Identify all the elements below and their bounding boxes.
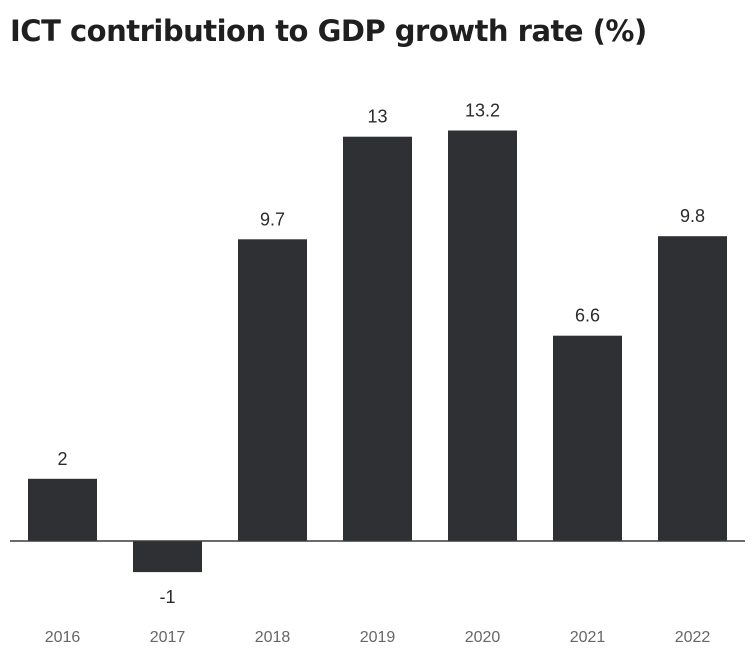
bar-2016 <box>28 478 97 541</box>
value-label-2016: 2 <box>57 449 67 469</box>
bar-2019 <box>343 136 412 541</box>
value-label-2020: 13.2 <box>465 101 500 121</box>
bar-2017 <box>133 541 202 573</box>
chart-title: ICT contribution to GDP growth rate (%) <box>10 14 647 48</box>
x-tick-label-2017: 2017 <box>150 629 186 646</box>
bar-2021 <box>553 335 622 541</box>
x-tick-label-2019: 2019 <box>360 629 396 646</box>
value-labels-group: 2 -1 9.7 13 13.2 6.6 9.8 <box>57 101 705 608</box>
bar-2020 <box>448 130 517 541</box>
x-tick-label-2020: 2020 <box>465 629 501 646</box>
x-tick-label-2022: 2022 <box>675 629 711 646</box>
bars-group <box>28 130 727 573</box>
value-label-2017: -1 <box>159 587 175 607</box>
bar-2022 <box>658 236 727 541</box>
x-axis-tick-labels: 2016 2017 2018 2019 2020 2021 2022 <box>45 629 711 646</box>
bar-2018 <box>238 239 307 542</box>
x-tick-label-2021: 2021 <box>570 629 606 646</box>
value-label-2022: 9.8 <box>680 206 705 226</box>
value-label-2021: 6.6 <box>575 306 600 326</box>
x-tick-label-2016: 2016 <box>45 629 81 646</box>
value-label-2018: 9.7 <box>260 209 285 229</box>
value-label-2019: 13 <box>367 107 387 127</box>
x-tick-label-2018: 2018 <box>255 629 291 646</box>
